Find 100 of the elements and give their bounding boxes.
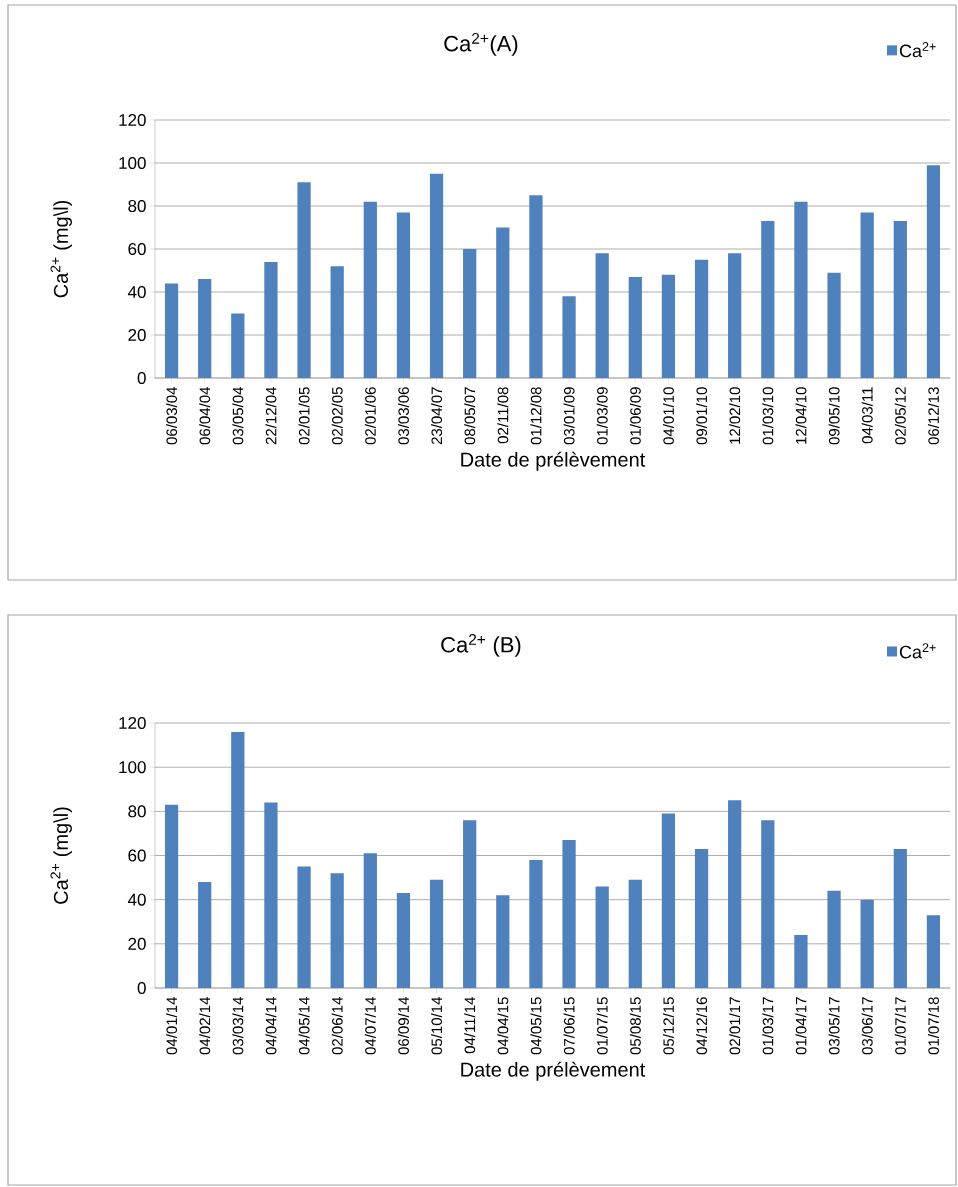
x-tick-label: 01/07/17 [894,997,906,1055]
y-tick-label: 120 [119,113,146,127]
x-tick-label: 06/03/04 [166,386,178,445]
bar [860,899,874,989]
x-tick-label: 05/12/15 [662,997,674,1055]
x-tick-label: 02/05/12 [894,387,906,445]
bar [595,253,609,379]
bar [529,859,543,989]
chart-title: Ca$^{2+}$(A) [444,32,518,56]
x-tick-label: 02/01/17 [729,997,741,1055]
bar [496,227,510,379]
x-tick-label: 02/11/08 [497,387,509,444]
bar [694,259,709,379]
x-tick-label: 04/12/16 [696,997,708,1055]
bar [297,182,311,379]
x-tick-label: 02/01/05 [298,387,310,445]
y-tick-label: 120 [119,716,146,730]
bar [363,853,377,989]
bar [794,935,808,989]
x-tick-label: 06/04/04 [199,386,211,445]
x-tick-label: 04/05/15 [530,997,542,1055]
bar [661,813,676,989]
bar [463,820,477,989]
bar [893,848,907,989]
x-tick-label: 06/09/14 [397,996,409,1055]
bar [429,879,444,989]
y-tick-label: 60 [128,849,146,862]
x-tick-label: 02/06/14 [331,996,343,1055]
x-tick-label: 22/12/04 [265,386,277,445]
x-tick-label: 01/04/17 [795,997,807,1055]
x-tick-label: 07/06/15 [563,997,575,1055]
bar [396,893,411,989]
bar [694,848,709,989]
x-tick-label: 01/03/17 [762,997,774,1055]
x-tick-label: 03/03/14 [232,996,244,1055]
y-tick-label: 0 [137,981,146,995]
x-tick-label: 08/05/07 [464,387,476,445]
bar [628,276,642,379]
y-tick-label: 20 [128,937,146,950]
x-tick-label: 12/02/10 [729,387,741,444]
bar [231,731,245,989]
x-axis-title: Date de prélèvement [461,451,646,471]
y-tick-label: 40 [127,285,146,299]
bar [429,173,444,379]
x-tick-label: 04/02/14 [199,996,211,1055]
x-tick-label: 04/03/11 [861,387,873,444]
bar [264,261,278,379]
x-tick-label: 04/11/14 [464,996,476,1054]
x-tick-label: 01/06/09 [629,387,641,445]
bar [529,195,543,379]
x-tick-label: 12/04/10 [795,387,807,444]
x-tick-label: 04/04/15 [497,997,509,1055]
x-tick-label: 01/07/15 [596,997,608,1055]
bar [198,279,212,379]
y-tick-label: 80 [128,805,146,818]
bar [661,274,676,379]
bar [893,221,907,379]
x-tick-label: 04/01/10 [662,387,674,445]
x-tick-label: 03/06/17 [861,997,873,1055]
x-tick-label: 04/07/14 [364,996,376,1055]
x-tick-label: 04/01/14 [166,996,178,1055]
x-axis-title: Date de prélèvement [461,1061,646,1081]
x-tick-label: 01/03/09 [596,387,608,445]
bar [396,212,411,379]
y-tick-label: 60 [128,242,146,256]
bar [926,915,941,989]
bar [463,249,477,379]
x-tick-label: 05/10/14 [431,996,443,1055]
y-tick-label: 80 [128,199,146,213]
bar [363,201,377,379]
x-tick-label: 02/02/05 [331,387,343,445]
bar [595,886,609,989]
y-tick-label: 40 [127,893,146,906]
x-tick-label: 06/12/13 [927,387,939,445]
chart-title: Ca$^{2+}$ (B) [441,634,521,657]
bar [264,802,278,989]
bar [330,873,344,989]
y-tick-label: 20 [128,328,146,342]
bar [761,221,775,379]
y-tick-label: 0 [137,371,146,385]
bar [164,804,179,989]
x-tick-label: 04/05/14 [298,996,310,1055]
bar [728,253,742,379]
bar [728,800,742,989]
legend-label: Ca$^{2+}$ [899,42,936,58]
bar [827,890,841,989]
y-axis-title: Ca$^{2+}$ (mg\l) [50,807,72,904]
x-tick-label: 23/04/07 [431,387,443,445]
x-tick-label: 04/04/14 [265,996,277,1055]
x-tick-label: 03/05/17 [828,997,840,1055]
y-tick-label: 100 [119,156,146,170]
bar [926,165,941,379]
y-axis-title: Ca$^{2+}$ (mg\l) [50,200,72,298]
y-tick-label: 100 [119,761,146,774]
x-tick-label: 09/05/10 [828,387,840,445]
x-tick-label: 01/03/10 [762,387,774,445]
bar [496,895,510,989]
bar [164,283,179,379]
x-tick-label: 02/01/06 [364,387,376,445]
bar [198,882,212,989]
